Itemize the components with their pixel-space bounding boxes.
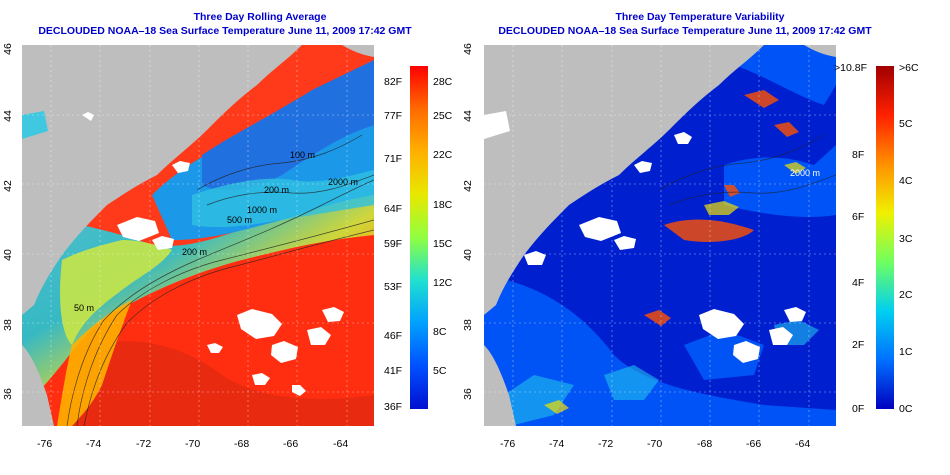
x-tick-label: -68 (697, 438, 713, 450)
left-colorbar (410, 66, 428, 409)
colorbar-c-label: 4C (899, 175, 913, 187)
x-tick-label: -66 (283, 438, 299, 450)
colorbar-f-label: 4F (852, 277, 865, 289)
right-variability-map: 2000 m (484, 45, 836, 426)
colorbar-c-label: 12C (433, 277, 453, 289)
colorbar-f-label: >10.8F (834, 62, 867, 74)
x-tick-label: -76 (500, 438, 516, 450)
y-tick-label: 46 (1, 43, 14, 55)
x-tick-label: -72 (598, 438, 614, 450)
colorbar-c-label: 2C (899, 289, 913, 301)
contour-label: 2000 m (790, 168, 821, 178)
colorbar-c-label: 18C (433, 199, 453, 211)
x-tick-label: -64 (795, 438, 811, 450)
y-tick-label: 40 (1, 249, 14, 261)
y-tick-label: 42 (461, 180, 474, 192)
colorbar-c-label: 5C (899, 118, 913, 130)
y-tick-label: 46 (461, 43, 474, 55)
x-tick-label: -68 (234, 438, 250, 450)
colorbar-f-label: 82F (384, 76, 403, 88)
colorbar-c-label: 8C (433, 326, 447, 338)
contour-label: 100 m (290, 150, 316, 160)
contour-label: 500 m (227, 215, 253, 225)
colorbar-c-label: 22C (433, 149, 453, 161)
x-tick-label: -70 (647, 438, 663, 450)
x-tick-label: -64 (333, 438, 349, 450)
left-sst-map: 100 m 200 m 500 m 1000 m 2000 m 200 m 50… (22, 45, 374, 426)
colorbar-c-label: 15C (433, 238, 453, 250)
x-tick-label: -76 (37, 438, 53, 450)
colorbar-f-label: 46F (384, 330, 403, 342)
contour-label: 200 m (264, 185, 290, 195)
colorbar-f-label: 8F (852, 149, 865, 161)
colorbar-c-label: 5C (433, 365, 447, 377)
right-colorbar (876, 66, 894, 409)
colorbar-f-label: 0F (852, 403, 865, 415)
y-tick-label: 44 (461, 110, 474, 122)
y-tick-label: 40 (461, 249, 474, 261)
x-tick-label: -74 (549, 438, 565, 450)
contour-label: 200 m (182, 247, 208, 257)
x-tick-label: -66 (746, 438, 762, 450)
colorbar-c-label: >6C (899, 62, 919, 74)
colorbar-c-label: 1C (899, 346, 913, 358)
colorbar-c-label: 28C (433, 76, 453, 88)
right-map-subtitle: DECLOUDED NOAA–18 Sea Surface Temperatur… (498, 25, 872, 37)
contour-label: 1000 m (247, 205, 278, 215)
left-map-subtitle: DECLOUDED NOAA–18 Sea Surface Temperatur… (38, 25, 412, 37)
colorbar-c-label: 25C (433, 110, 453, 122)
y-tick-label: 36 (461, 388, 474, 400)
colorbar-f-label: 6F (852, 211, 865, 223)
colorbar-f-label: 2F (852, 339, 865, 351)
x-tick-label: -74 (86, 438, 102, 450)
contour-label: 2000 m (328, 177, 359, 187)
y-tick-label: 36 (1, 388, 14, 400)
colorbar-f-label: 77F (384, 110, 403, 122)
y-tick-label: 44 (1, 110, 14, 122)
y-tick-label: 38 (1, 319, 14, 331)
y-tick-label: 38 (461, 319, 474, 331)
colorbar-f-label: 59F (384, 238, 403, 250)
colorbar-f-label: 53F (384, 281, 403, 293)
colorbar-f-label: 41F (384, 365, 403, 377)
colorbar-c-label: 3C (899, 233, 913, 245)
left-map-title: Three Day Rolling Average (193, 11, 327, 23)
colorbar-c-label: 0C (899, 403, 913, 415)
colorbar-f-label: 36F (384, 401, 403, 413)
x-tick-label: -70 (185, 438, 201, 450)
x-tick-label: -72 (136, 438, 152, 450)
right-map-title: Three Day Temperature Variability (615, 11, 785, 23)
colorbar-f-label: 71F (384, 153, 403, 165)
y-tick-label: 42 (1, 180, 14, 192)
colorbar-f-label: 64F (384, 203, 403, 215)
contour-label: 50 m (74, 303, 95, 313)
